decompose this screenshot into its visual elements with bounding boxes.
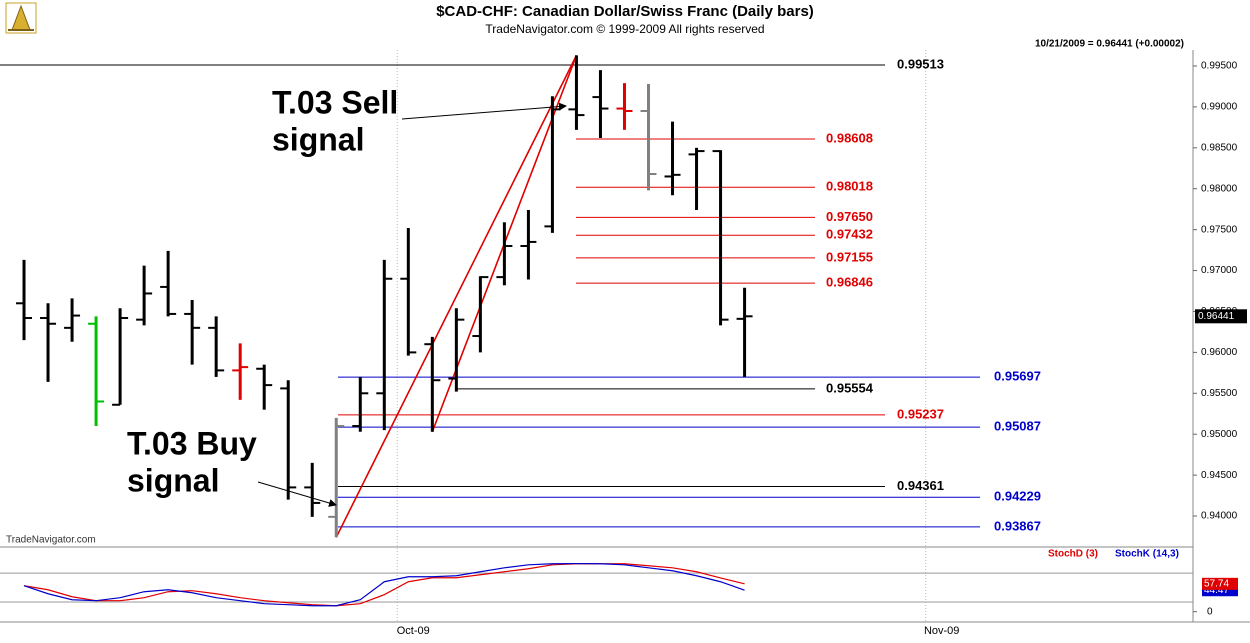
header-note: 10/21/2009 = 0.96441 (+0.00002) [1035,39,1184,50]
level-label: 0.94229 [994,489,1041,504]
y-tick-label: 0.99500 [1201,61,1238,72]
level-label: 0.97650 [826,209,873,224]
y-tick-label: 0.99000 [1201,102,1238,113]
level-label: 0.97432 [826,227,873,242]
last-price-box [1195,309,1247,324]
x-tick-label: Oct-09 [397,625,430,637]
y-tick-label: 0.95500 [1201,388,1238,399]
level-label: 0.97155 [826,249,873,264]
y-tick-label: 0.95000 [1201,429,1238,440]
annotation: signal [127,462,219,498]
y-tick-label: 0.98000 [1201,183,1238,194]
subtitle: TradeNavigator.com © 1999-2009 All right… [485,22,764,36]
annotation: T.03 Sell [272,84,398,120]
last-value-box [1202,577,1238,590]
last-value-label: 57.74 [1204,578,1229,589]
level-label: 0.95237 [897,406,944,421]
level-label: 0.95087 [994,419,1041,434]
y-tick-label: 0.97500 [1201,224,1238,235]
y-tick-label: 0 [1207,606,1213,617]
trend-line [335,55,578,538]
last-value-label: 44.47 [1204,585,1229,596]
watermark: TradeNavigator.com [6,535,96,546]
annotation-arrow [257,481,337,507]
level-label: 0.96846 [826,275,873,290]
y-tick-label: 0.94500 [1201,470,1238,481]
level-label: 0.94361 [897,478,944,493]
level-label: 0.99513 [897,56,944,71]
level-label: 0.98018 [826,179,873,194]
y-tick-label: 0.96000 [1201,347,1238,358]
annotation: T.03 Buy [127,425,257,461]
legend-entry: StochD (3) [1048,549,1098,560]
annotation: signal [272,121,364,157]
y-tick-label: 0.97000 [1201,265,1238,276]
last-price-label: 0.96441 [1198,311,1235,322]
level-label: 0.95554 [826,380,874,395]
header [0,0,1250,38]
logo [5,2,37,34]
level-label: 0.98608 [826,130,873,145]
level-label: 0.95697 [994,369,1041,384]
level-label: 0.93867 [994,518,1041,533]
x-tick-label: Nov-09 [924,625,959,637]
y-tick-label: 0.94000 [1201,511,1238,522]
y-tick-label: 0.98500 [1201,142,1238,153]
stoch-line [23,563,745,607]
stoch-line [23,562,745,607]
legend-entry: StochK (14,3) [1115,549,1179,560]
title: $CAD-CHF: Canadian Dollar/Swiss Franc (D… [436,3,814,20]
annotation-arrow [401,102,567,120]
